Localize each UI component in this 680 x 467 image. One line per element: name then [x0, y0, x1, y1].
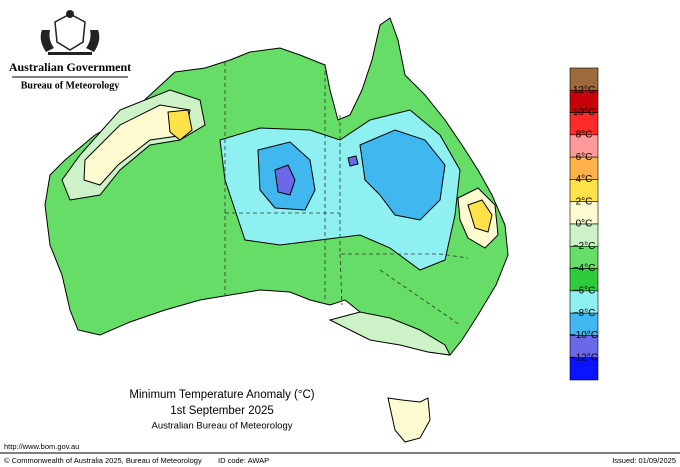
- footer-url: http://www.bom.gov.au: [4, 442, 79, 451]
- tasmania: [387, 397, 431, 443]
- legend-label: −2°C: [573, 241, 596, 252]
- legend-swatch: [569, 357, 599, 381]
- legend-label: 4°C: [576, 174, 593, 185]
- footer-issued: Issued: 01/09/2025: [612, 456, 676, 465]
- anomaly-blue-east: [359, 129, 446, 221]
- anomaly-yellow-nw: [167, 109, 193, 141]
- state-borders: [224, 62, 469, 326]
- map-title: Minimum Temperature Anomaly (°C): [129, 389, 314, 401]
- anomaly-yellow-east: [467, 199, 493, 233]
- map: [44, 17, 509, 443]
- map-source: Australian Bureau of Meteorology: [152, 421, 293, 432]
- legend-label: 8°C: [576, 129, 593, 140]
- anomaly-light-green-se: [328, 311, 451, 356]
- legend-label: −6°C: [573, 285, 596, 296]
- anomaly-cream-nw: [83, 104, 191, 186]
- footer-copyright: © Commonwealth of Australia 2025, Bureau…: [4, 456, 202, 465]
- legend: 12°C 10°C 8°C 6°C 4°C 2°C 0°C −2°C −4°C −6°C −8°C −…: [569, 67, 599, 381]
- legend-label: −12°C: [570, 352, 598, 363]
- legend-label: 10°C: [573, 107, 595, 118]
- anomaly-purple: [274, 164, 296, 196]
- legend-label: 6°C: [576, 152, 593, 163]
- header-subtitle: Bureau of Meteorology: [21, 80, 120, 91]
- legend-label: 12°C: [573, 85, 595, 96]
- header-title: Australian Government: [9, 60, 131, 74]
- anomaly-purple-east: [347, 155, 359, 167]
- legend-label: −4°C: [573, 263, 596, 274]
- legend-label: 0°C: [576, 219, 593, 230]
- map-date: 1st September 2025: [170, 405, 274, 417]
- footer-id-code: ID code: AWAP: [218, 456, 269, 465]
- legend-label: −8°C: [573, 308, 596, 319]
- legend-label: 2°C: [576, 196, 593, 207]
- crest: [40, 10, 100, 55]
- legend-label: −10°C: [570, 330, 598, 341]
